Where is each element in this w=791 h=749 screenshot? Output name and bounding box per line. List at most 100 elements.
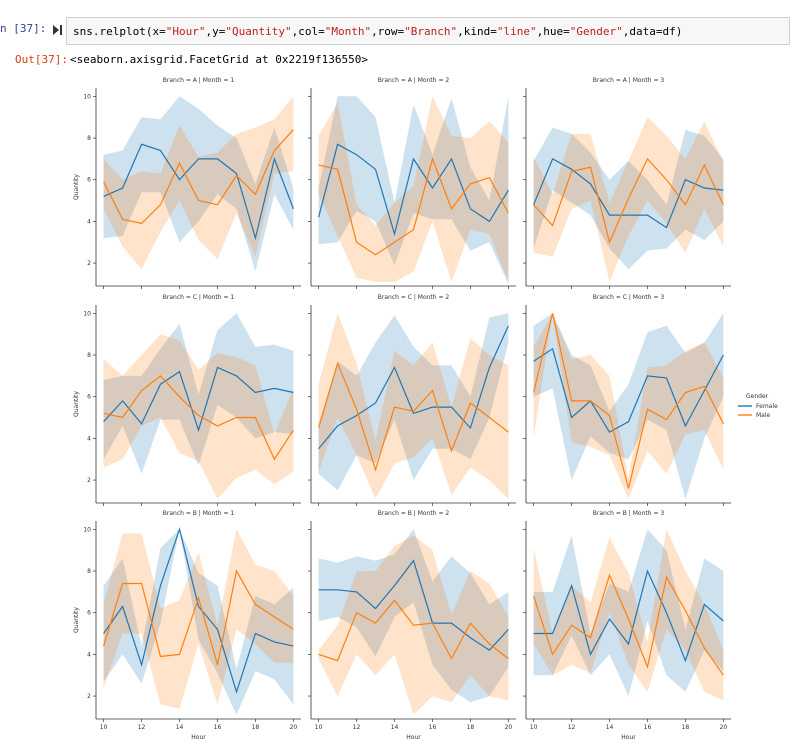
facet-panel: Branch = C | Month = 2	[308, 294, 516, 506]
y-tick-label: 6	[87, 394, 91, 401]
x-tick-label: 16	[644, 724, 652, 731]
y-tick-label: 8	[87, 352, 91, 359]
step-run-icon[interactable]	[51, 24, 63, 36]
ci-band-male	[318, 313, 509, 499]
code-token: "line"	[496, 25, 537, 38]
series-line-male	[318, 361, 509, 472]
x-tick-label: 18	[252, 724, 260, 731]
ci-band-female	[103, 529, 294, 715]
x-tick-label: 10	[315, 724, 323, 731]
x-tick-label: 18	[467, 724, 475, 731]
series-line-female	[318, 559, 509, 651]
series-line-male	[533, 313, 724, 489]
y-tick-label: 4	[87, 651, 91, 658]
ci-band-male	[103, 96, 294, 270]
ci-band-female	[318, 529, 509, 703]
code-token: ,row=	[371, 25, 405, 38]
facet-title: Branch = A | Month = 1	[163, 77, 235, 84]
series-line-male	[103, 569, 294, 665]
code-token: "Hour"	[165, 25, 206, 38]
y-tick-label: 10	[83, 310, 91, 317]
y-tick-label: 4	[87, 218, 91, 225]
ci-band-male	[103, 529, 294, 709]
code-token: "Branch"	[404, 25, 458, 38]
code-token: sns.relplot(x=	[73, 25, 166, 38]
series-line-male	[533, 573, 724, 676]
x-axis-label: Hour	[191, 734, 206, 741]
x-tick-label: 16	[429, 724, 437, 731]
legend-title: Gender	[746, 393, 769, 400]
facet-title: Branch = A | Month = 3	[593, 77, 665, 84]
code-cell-editor[interactable]: sns.relplot(x="Hour",y="Quantity",col="M…	[66, 17, 790, 45]
facet-title: Branch = C | Month = 1	[163, 294, 235, 301]
x-axis-label: Hour	[406, 734, 421, 741]
facet-panel: Branch = A | Month = 2	[308, 77, 516, 289]
series-line-male	[318, 599, 509, 662]
code-token: ,kind=	[457, 25, 497, 38]
series-line-female	[103, 366, 294, 433]
x-tick-label: 20	[290, 724, 298, 731]
ci-band-female	[318, 96, 509, 284]
legend: Gender Female Male	[738, 393, 778, 419]
y-tick-label: 2	[87, 693, 91, 700]
series-line-male	[533, 157, 724, 245]
x-tick-label: 10	[100, 724, 108, 731]
output-prompt: Out[37]:	[15, 53, 68, 66]
code-token: ,y=	[205, 25, 226, 38]
y-tick-label: 6	[87, 610, 91, 617]
series-line-female	[533, 347, 724, 433]
ci-band-male	[103, 334, 294, 499]
code-token: "Month"	[324, 25, 372, 38]
series-line-female	[533, 158, 724, 229]
ci-band-female	[533, 529, 724, 697]
x-tick-label: 14	[606, 724, 614, 731]
series-line-male	[318, 156, 509, 256]
y-axis-label: Quantity	[73, 607, 80, 633]
legend-entry-female: Female	[756, 403, 778, 410]
ci-band-female	[103, 96, 294, 272]
y-tick-label: 10	[83, 93, 91, 100]
facet-panel: Branch = B | Month = 1 2 4 6 8 10 10 12 14 16 18 20…	[73, 510, 301, 741]
x-tick-label: 16	[214, 724, 222, 731]
output-repr: <seaborn.axisgrid.FacetGrid at 0x2219f13…	[70, 53, 369, 66]
x-tick-label: 20	[720, 724, 728, 731]
facet-panel: Branch = A | Month = 3	[523, 77, 731, 289]
ci-band-male	[533, 529, 724, 701]
code-token: ,data=df)	[622, 25, 683, 38]
y-axis-label: Quantity	[73, 174, 80, 200]
x-tick-label: 14	[176, 724, 184, 731]
series-line-female	[103, 527, 294, 694]
code-token: ,col=	[291, 25, 325, 38]
facet-panel: Branch = C | Month = 3	[523, 294, 731, 506]
code-token: ,hue=	[536, 25, 570, 38]
x-tick-label: 18	[682, 724, 690, 731]
ci-band-male	[318, 96, 509, 282]
x-tick-label: 10	[530, 724, 538, 731]
facet-title: Branch = C | Month = 3	[593, 294, 665, 301]
facet-title: Branch = B | Month = 1	[163, 510, 235, 517]
facet-panel: Branch = B | Month = 3 10 12 14 16 18 20 Hour	[523, 510, 731, 741]
facet-title: Branch = B | Month = 2	[378, 510, 450, 517]
facet-title: Branch = A | Month = 2	[378, 77, 450, 84]
series-line-female	[103, 143, 294, 241]
code-token: "Gender"	[569, 25, 623, 38]
y-tick-label: 10	[83, 526, 91, 533]
facet-title: Branch = C | Month = 2	[378, 294, 450, 301]
y-tick-label: 2	[87, 477, 91, 484]
ci-band-female	[533, 313, 724, 499]
y-tick-label: 6	[87, 177, 91, 184]
x-tick-label: 20	[505, 724, 513, 731]
series-line-female	[318, 143, 509, 237]
y-tick-label: 8	[87, 568, 91, 575]
x-tick-label: 14	[391, 724, 399, 731]
y-tick-label: 8	[87, 135, 91, 142]
y-axis-label: Quantity	[73, 391, 80, 417]
facet-title: Branch = B | Month = 3	[593, 510, 665, 517]
facet-panel: Branch = B | Month = 2 10 12 14 16 18 20 Hour	[308, 510, 516, 741]
code-line[interactable]: sns.relplot(x="Hour",y="Quantity",col="M…	[73, 25, 682, 38]
x-tick-label: 12	[568, 724, 576, 731]
facet-panel: Branch = A | Month = 1 2 4 6 8 10 Quantity	[73, 77, 301, 289]
series-line-female	[533, 569, 724, 663]
x-tick-label: 12	[353, 724, 361, 731]
